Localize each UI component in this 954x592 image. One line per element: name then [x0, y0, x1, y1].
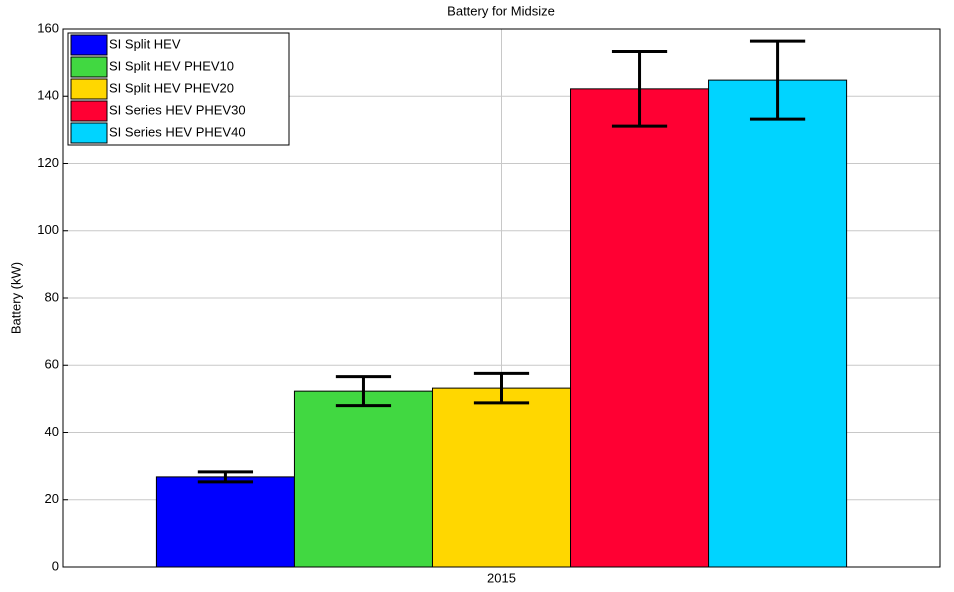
y-tick-label: 160 [37, 20, 59, 35]
y-tick-label: 140 [37, 88, 59, 103]
error-bar [335, 375, 392, 408]
legend-swatch [70, 78, 108, 100]
legend-label: SI Split HEV [109, 36, 181, 51]
legend-label: SI Split HEV PHEV20 [109, 80, 234, 95]
bar [570, 88, 710, 568]
legend-swatch [70, 34, 108, 56]
y-tick-label: 80 [45, 289, 59, 304]
bar [708, 79, 848, 568]
legend-swatch [70, 100, 108, 122]
y-tick-label: 40 [45, 424, 59, 439]
bar [293, 390, 433, 568]
y-tick-label: 20 [45, 491, 59, 506]
error-bar [611, 50, 668, 128]
x-tick-label: 2015 [487, 570, 516, 585]
legend-label: SI Split HEV PHEV10 [109, 58, 234, 73]
error-bar [197, 470, 254, 484]
y-tick-label: 120 [37, 155, 59, 170]
error-bar [749, 39, 806, 121]
bar [431, 387, 572, 568]
legend: SI Split HEV SI Split HEV PHEV10 SI Split … [67, 32, 290, 146]
y-tick-label: 100 [37, 222, 59, 237]
legend-label: SI Series HEV PHEV30 [109, 102, 246, 117]
plot-frame [62, 28, 941, 568]
legend-swatch [70, 56, 108, 78]
y-tick-label: 0 [52, 558, 59, 573]
y-tick-label: 60 [45, 357, 59, 372]
bar [155, 476, 295, 568]
y-axis-label: Battery (kW) [8, 262, 23, 334]
legend-swatch [70, 122, 108, 144]
error-bar [473, 371, 530, 405]
legend-label: SI Series HEV PHEV40 [109, 124, 246, 139]
chart-title: Battery for Midsize [447, 3, 555, 18]
